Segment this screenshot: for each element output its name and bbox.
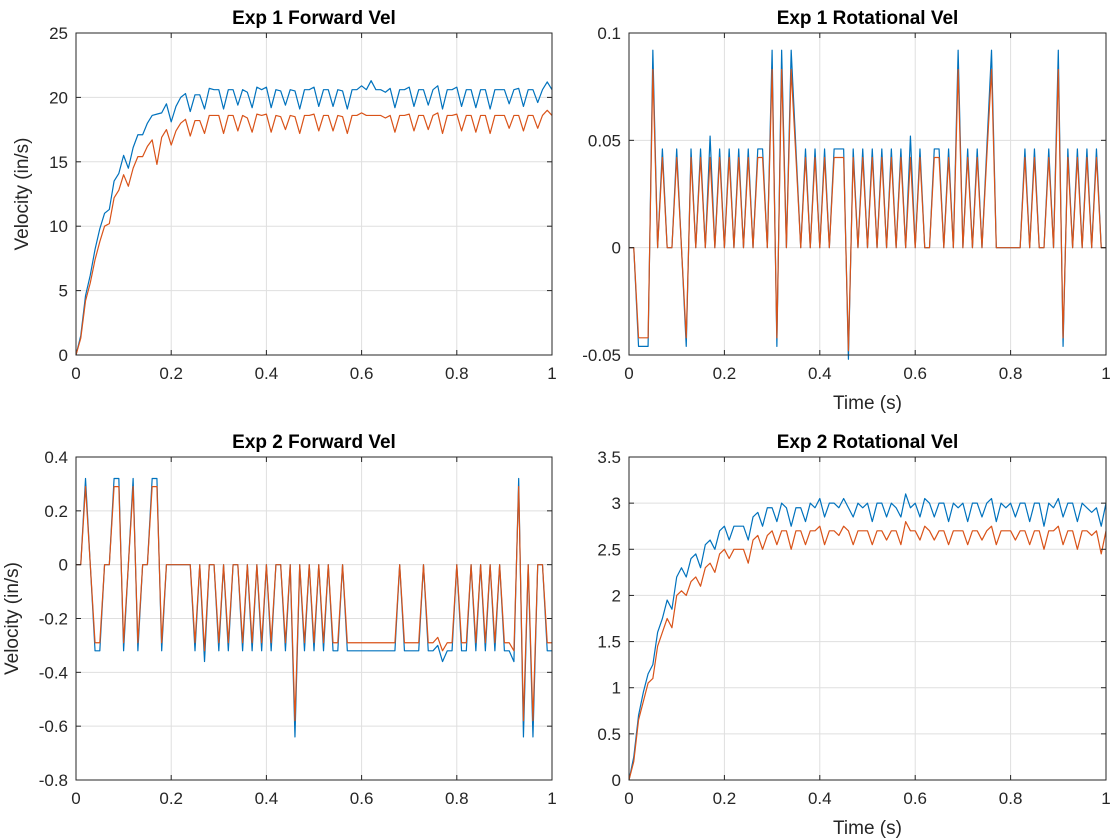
y-tick-label: 3.5: [597, 448, 621, 467]
y-tick-label: 0.5: [597, 725, 621, 744]
x-tick-label: 1: [547, 789, 556, 808]
x-tick-label: 0.6: [350, 789, 374, 808]
y-tick-label: 0: [59, 346, 68, 365]
panel-exp2-forward-vel: 0 0.2 0.4 0.6 0.8 1 -0.8 -0.6 -0.4 -0.2 0 0.2 0.4 Exp…: [2, 432, 557, 808]
chart-title: Exp 1 Forward Vel: [232, 8, 396, 29]
y-tick-label: 0.1: [597, 24, 621, 43]
y-tick-label: 1: [612, 679, 621, 698]
series-line-2: [75, 109, 553, 356]
series-line-2: [76, 486, 552, 722]
x-tick-label: 0: [624, 789, 633, 808]
y-tick-label: 0.05: [588, 131, 621, 150]
x-tick-label: 0.4: [808, 789, 832, 808]
y-tick-label: 15: [49, 153, 68, 172]
series-line-1: [628, 493, 1107, 781]
y-tick-label: -0.6: [39, 717, 68, 736]
x-tick-label: 0: [624, 364, 633, 383]
y-tick-label: 0: [612, 239, 621, 258]
x-tick-label: 1: [1101, 364, 1110, 383]
series-line-2: [628, 521, 1107, 781]
y-tick-label: 25: [49, 24, 68, 43]
y-tick-label: 2.5: [597, 540, 621, 559]
y-tick-label: 0: [59, 556, 68, 575]
y-tick-label: 5: [59, 282, 68, 301]
y-tick-label: 0.2: [44, 502, 68, 521]
x-tick-label: 0.8: [999, 789, 1023, 808]
y-tick-label: 2: [612, 586, 621, 605]
series-line-2: [629, 68, 1106, 352]
x-tick-label: 0.4: [255, 789, 279, 808]
x-tick-label: 0.2: [713, 789, 737, 808]
chart-title: Exp 2 Forward Vel: [232, 432, 396, 453]
x-axis-label: Time (s): [833, 393, 902, 414]
series-line-1: [75, 80, 553, 356]
series-line-1: [76, 477, 552, 738]
y-tick-label: -0.2: [39, 610, 68, 629]
y-tick-label: 0: [612, 771, 621, 790]
y-tick-label: -0.4: [39, 663, 68, 682]
chart-title: Exp 2 Rotational Vel: [777, 432, 959, 453]
x-tick-label: 0: [71, 364, 80, 383]
y-tick-label: 20: [49, 88, 68, 107]
y-axis-label: Velocity (in/s): [2, 562, 23, 675]
x-tick-label: 0: [71, 789, 80, 808]
x-tick-label: 0.6: [350, 364, 374, 383]
y-tick-label: -0.05: [582, 346, 621, 365]
x-tick-label: 0.8: [999, 364, 1023, 383]
panel-exp2-rotational-vel: 0 0.2 0.4 0.6 0.8 1 0 0.5 1 1.5 2 2.5 3 3.5 Exp 2 Rota…: [597, 432, 1110, 839]
x-tick-label: 0.8: [445, 789, 469, 808]
chart-title: Exp 1 Rotational Vel: [777, 8, 959, 29]
x-tick-label: 1: [547, 364, 556, 383]
y-tick-label: 1.5: [597, 633, 621, 652]
y-tick-label: -0.8: [39, 771, 68, 790]
y-tick-label: 10: [49, 217, 68, 236]
x-tick-label: 0.4: [255, 364, 279, 383]
axes-box: [75, 32, 553, 356]
x-tick-label: 0.2: [159, 789, 183, 808]
axes-box: [628, 32, 1107, 356]
y-tick-label: 0.4: [44, 448, 68, 467]
x-tick-label: 0.6: [903, 789, 927, 808]
x-tick-label: 0.8: [445, 364, 469, 383]
y-axis-label: Velocity (in/s): [12, 138, 33, 251]
x-tick-label: 0.4: [808, 364, 832, 383]
x-tick-label: 0.2: [159, 364, 183, 383]
x-tick-label: 0.6: [903, 364, 927, 383]
y-tick-label: 3: [612, 494, 621, 513]
x-axis-label: Time (s): [833, 818, 902, 839]
series-line-1: [629, 49, 1106, 360]
x-tick-label: 1: [1101, 789, 1110, 808]
axes-box: [628, 456, 1107, 781]
x-tick-label: 0.2: [713, 364, 737, 383]
